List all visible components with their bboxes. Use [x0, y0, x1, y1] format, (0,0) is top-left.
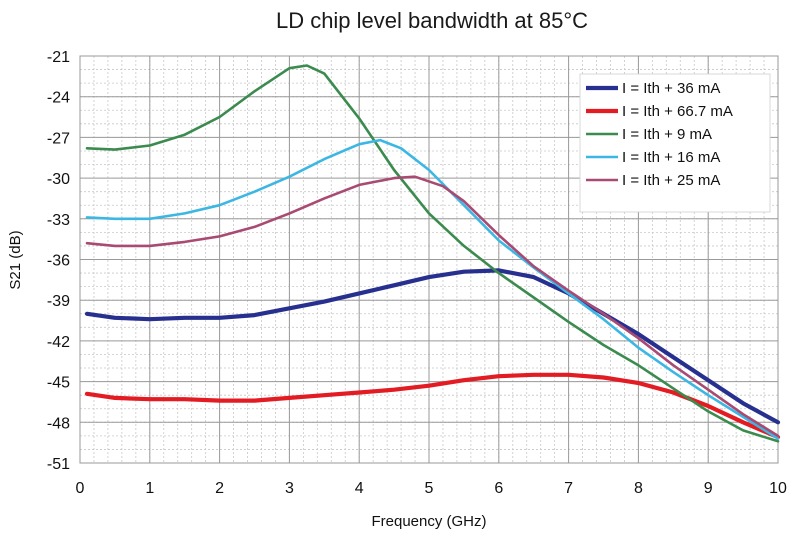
- legend-label: I = Ith + 9 mA: [622, 126, 712, 143]
- legend-label: I = Ith + 25 mA: [622, 172, 720, 189]
- y-tick-label: -48: [47, 415, 70, 432]
- y-tick-labels: -21 -24 -27 -30 -33 -36 -39 -42 -45 -48 -51: [47, 49, 70, 473]
- y-tick-label: -33: [47, 212, 70, 229]
- series-line-3: [85, 64, 780, 443]
- legend-label: I = Ith + 16 mA: [622, 149, 720, 166]
- legend-box: [579, 73, 771, 213]
- legend-label: I = Ith + 66.7 mA: [622, 103, 733, 120]
- major-grid: [79, 55, 779, 464]
- legend: I = Ith + 36 mA I = Ith + 66.7 mA I = Ith …: [579, 73, 771, 213]
- series-layer: [84, 64, 781, 443]
- y-tick-label: -21: [47, 49, 70, 66]
- x-axis-label: Frequency (GHz): [371, 513, 486, 530]
- series-line-1: [84, 268, 781, 425]
- x-tick-label: 4: [355, 480, 364, 497]
- x-tick-label: 6: [494, 480, 503, 497]
- legend-label: I = Ith + 36 mA: [622, 80, 720, 97]
- x-tick-label: 8: [634, 480, 643, 497]
- y-tick-label: -30: [47, 171, 70, 188]
- x-tick-label: 9: [704, 480, 713, 497]
- y-axis-label: S21 (dB): [7, 230, 24, 289]
- y-tick-label: -39: [47, 293, 70, 310]
- y-tick-label: -36: [47, 253, 70, 270]
- y-tick-label: -24: [47, 90, 70, 107]
- series-line-2: [84, 372, 781, 440]
- series-line-5: [85, 175, 780, 438]
- x-tick-label: 2: [215, 480, 224, 497]
- x-tick-label: 10: [769, 480, 787, 497]
- x-tick-label: 7: [564, 480, 573, 497]
- x-tick-label: 0: [76, 480, 85, 497]
- series-line-4: [85, 138, 780, 440]
- y-tick-label: -51: [47, 456, 70, 473]
- x-tick-label: 3: [285, 480, 294, 497]
- x-tick-label: 5: [425, 480, 434, 497]
- y-tick-label: -27: [47, 130, 70, 147]
- y-tick-label: -42: [47, 334, 70, 351]
- y-tick-label: -45: [47, 375, 70, 392]
- chart-title: LD chip level bandwidth at 85°C: [276, 8, 588, 33]
- x-tick-label: 1: [145, 480, 154, 497]
- x-tick-labels: 0 1 2 3 4 5 6 7 8 9 10: [76, 480, 787, 497]
